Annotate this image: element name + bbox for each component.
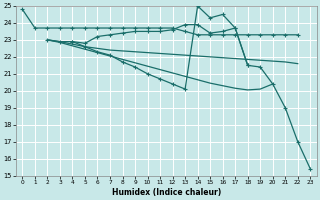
X-axis label: Humidex (Indice chaleur): Humidex (Indice chaleur) <box>112 188 221 197</box>
